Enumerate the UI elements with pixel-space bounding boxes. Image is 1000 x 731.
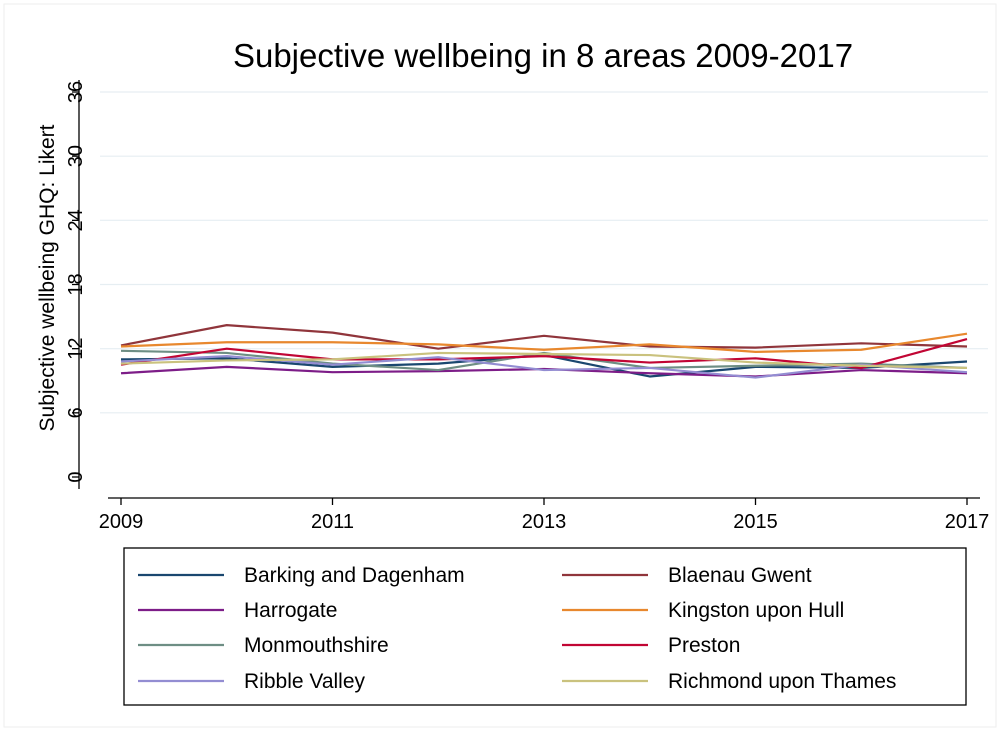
x-tick-label: 2011 — [311, 511, 354, 533]
legend-label: Preston — [668, 634, 740, 657]
legend: Barking and Dagenham Blaenau Gwent Harroga… — [138, 564, 896, 693]
legend-label: Richmond upon Thames — [668, 670, 896, 693]
y-tick-label: 18 — [65, 273, 87, 295]
series-lines — [120, 324, 968, 379]
y-tick-label: 12 — [65, 338, 87, 360]
legend-label: Monmouthshire — [244, 634, 389, 657]
x-tick-label: 2015 — [733, 511, 778, 533]
legend-label: Harrogate — [244, 599, 337, 622]
legend-label: Barking and Dagenham — [244, 564, 465, 587]
y-tick-label: 0 — [65, 471, 87, 482]
x-tick-label: 2017 — [945, 511, 990, 533]
series-line — [120, 332, 968, 353]
x-axis-ticks: 2009 2011 2013 2015 2017 — [99, 498, 990, 533]
legend-label: Ribble Valley — [244, 670, 366, 693]
y-axis-label: Subjective wellbeing GHQ: Likert — [36, 124, 59, 431]
y-tick-label: 6 — [65, 407, 87, 418]
series-line — [120, 351, 968, 370]
x-tick-label: 2009 — [99, 511, 144, 533]
y-tick-label: 24 — [65, 209, 87, 231]
y-axis-ticks: 0 6 12 18 24 30 36 — [65, 81, 87, 483]
chart-title: Subjective wellbeing in 8 areas 2009-201… — [233, 37, 853, 74]
grid-lines — [100, 91, 988, 414]
y-tick-label: 36 — [65, 81, 87, 103]
x-tick-label: 2013 — [522, 511, 567, 533]
y-tick-label: 30 — [65, 145, 87, 167]
series-line — [120, 324, 968, 350]
legend-box — [123, 547, 967, 706]
legend-label: Kingston upon Hull — [668, 599, 844, 622]
legend-label: Blaenau Gwent — [668, 564, 812, 587]
